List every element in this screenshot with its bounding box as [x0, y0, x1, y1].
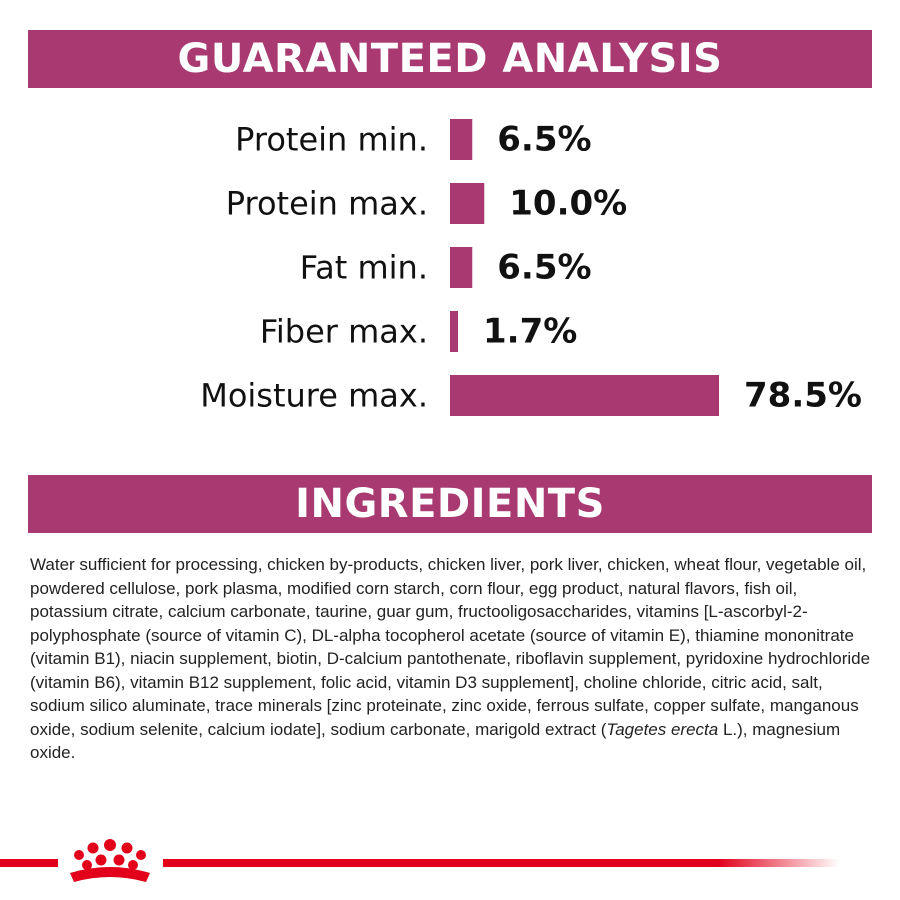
value-label: 10.0% [509, 184, 627, 224]
value-label: 78.5% [744, 376, 862, 416]
ingredients-list: Water sufficient for processing, chicken… [30, 553, 872, 765]
bar [450, 375, 719, 416]
guaranteed-analysis-chart: Protein min. 6.5% Protein max. 10.0% Fat min… [200, 119, 862, 416]
royal-canin-crown-logo [70, 839, 150, 882]
category-label: Protein max. [226, 185, 428, 223]
ingredients-species-name: Tagetes erecta [606, 719, 719, 739]
footer-stripe-left [0, 859, 58, 867]
category-label: Moisture max. [200, 377, 428, 415]
footer-brand-stripe [0, 839, 840, 882]
footer-stripe-right [163, 859, 840, 867]
bar [450, 119, 473, 160]
guaranteed-analysis-title: GUARANTEED ANALYSIS [177, 36, 723, 82]
guaranteed-analysis-banner: GUARANTEED ANALYSIS [28, 30, 872, 88]
ingredients-title: INGREDIENTS [295, 481, 605, 527]
category-label: Fiber max. [260, 313, 428, 351]
value-label: 6.5% [497, 120, 591, 160]
category-label: Protein min. [235, 121, 428, 159]
ingredients-text-end: L.), magnesium oxide. [30, 719, 841, 763]
value-label: 6.5% [497, 248, 591, 288]
category-label: Fat min. [300, 249, 428, 287]
ingredients-text: Water sufficient for processing, chicken… [30, 555, 871, 739]
bar [450, 183, 485, 224]
value-label: 1.7% [483, 312, 577, 352]
bar [450, 247, 473, 288]
ingredients-banner: INGREDIENTS [28, 475, 872, 533]
bar [450, 311, 458, 352]
